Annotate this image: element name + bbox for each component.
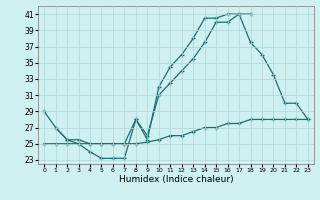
X-axis label: Humidex (Indice chaleur): Humidex (Indice chaleur) <box>119 175 233 184</box>
